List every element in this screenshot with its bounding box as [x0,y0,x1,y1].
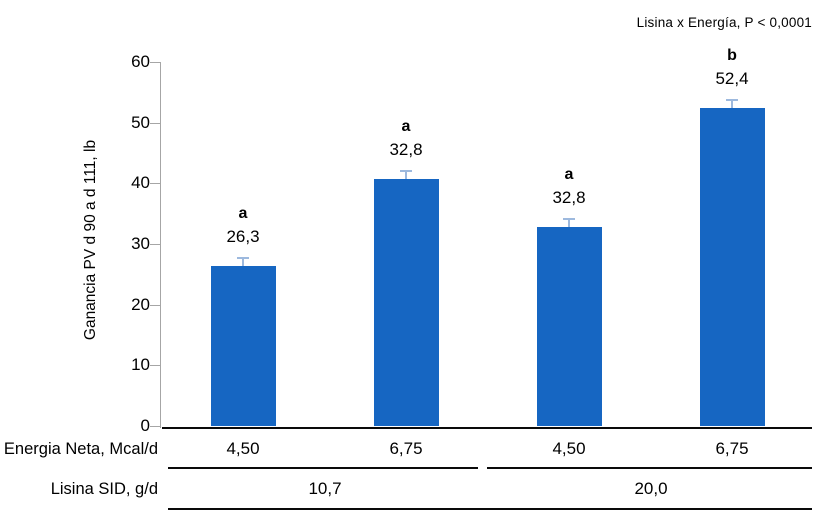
y-tick-label: 20 [131,295,150,314]
error-bar-whisker [242,258,244,266]
group-divider-line [487,467,812,469]
y-tick [150,365,160,366]
y-tick-label: 40 [131,173,150,192]
bar-value-label: 52,4 [715,69,749,88]
y-tick [150,426,160,427]
y-axis-line [160,62,161,428]
bar [373,179,439,426]
bar [699,108,765,426]
error-bar-cap [726,99,738,101]
x-axis-line [162,427,812,429]
y-tick-label: 10 [131,355,150,374]
y-tick-label: 60 [131,52,150,71]
xrow-lisina-label: Lisina SID, g/d [50,480,158,498]
bar [210,266,276,426]
xrow-lisina-value: 20,0 [634,479,668,498]
xrow-energia-value: 4,50 [226,439,260,458]
error-bar-whisker [731,100,733,108]
error-bar-cap [563,218,575,220]
y-tick [150,123,160,124]
bar-value-label: 32,8 [552,188,586,207]
bar-sig-letter: a [401,118,411,135]
interaction-pvalue-annotation: Lisina x Energía, P < 0,0001 [636,15,812,30]
y-tick [150,183,160,184]
bar-value-label: 26,3 [226,227,260,246]
y-axis-title: Ganancia PV d 90 a d 111, lb [82,139,99,341]
error-bar-whisker [405,171,407,179]
bar-sig-letter: b [727,47,737,64]
xrow-energia-label: Energia Neta, Mcal/d [3,440,158,458]
y-tick-label: 30 [131,234,150,253]
table-bottom-line [168,508,812,510]
error-bar-cap [237,257,249,259]
y-tick [150,62,160,63]
error-bar-whisker [568,219,570,227]
error-bar-cap [400,170,412,172]
y-tick-label: 0 [140,416,150,435]
bar-sig-letter: a [238,205,248,222]
bar-sig-letter: a [564,166,574,183]
bar-value-label: 32,8 [389,140,423,159]
xrow-lisina-value: 10,7 [308,479,342,498]
xrow-energia-value: 6,75 [715,439,749,458]
bar [536,227,602,426]
xrow-energia-value: 6,75 [389,439,423,458]
y-tick [150,244,160,245]
group-divider-line [168,467,478,469]
y-tick [150,305,160,306]
y-tick-label: 50 [131,113,150,132]
xrow-energia-value: 4,50 [552,439,586,458]
